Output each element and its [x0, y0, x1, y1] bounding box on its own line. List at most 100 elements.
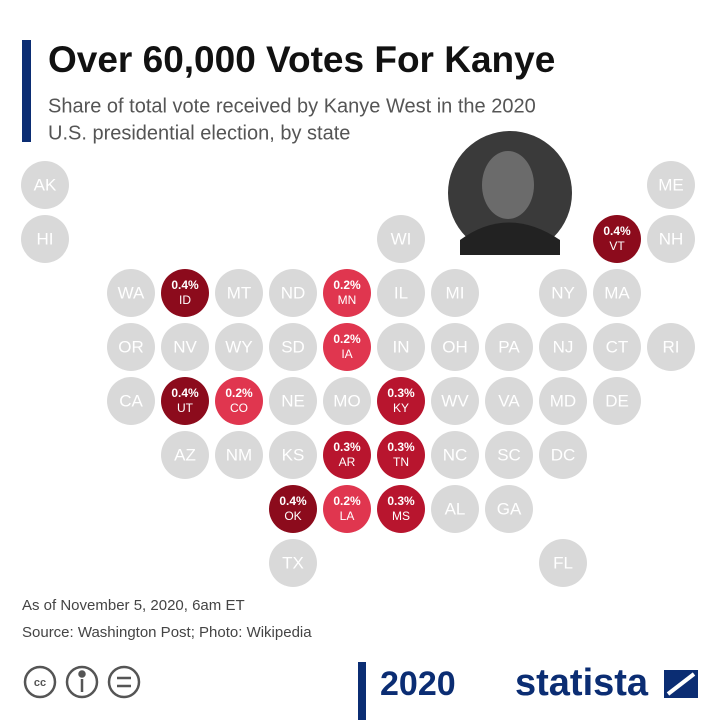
state-tile — [485, 485, 533, 533]
state-tile-value — [323, 269, 371, 317]
state-label: SD — [281, 337, 305, 356]
badge-bar — [358, 662, 366, 720]
state-label: CO — [230, 401, 248, 415]
state-tile — [647, 215, 695, 263]
state-label: DC — [551, 445, 576, 464]
state-tile-value — [377, 431, 425, 479]
state-label: KS — [282, 445, 305, 464]
state-tile — [431, 431, 479, 479]
title: Over 60,000 Votes For Kanye — [48, 39, 555, 80]
state-tile — [269, 269, 317, 317]
state-tile — [377, 215, 425, 263]
state-label: MN — [338, 293, 357, 307]
state-tile — [593, 323, 641, 371]
state-label: MT — [227, 283, 252, 302]
state-tile — [215, 431, 263, 479]
state-tile-value — [323, 431, 371, 479]
state-tile-value — [323, 485, 371, 533]
note: As of November 5, 2020, 6am ET — [22, 597, 245, 614]
state-tile — [107, 269, 155, 317]
state-tile — [269, 539, 317, 587]
state-tile — [215, 269, 263, 317]
state-tile — [377, 323, 425, 371]
state-label: NH — [659, 229, 684, 248]
state-label: DE — [605, 391, 629, 410]
value-label: 0.3% — [333, 440, 361, 454]
state-tile — [161, 323, 209, 371]
value-label: 0.4% — [603, 224, 631, 238]
state-tile-value — [593, 215, 641, 263]
state-tile — [107, 377, 155, 425]
state-label: MA — [604, 283, 630, 302]
state-tile — [377, 269, 425, 317]
state-tile — [593, 269, 641, 317]
state-label: VA — [498, 391, 520, 410]
state-tile — [431, 269, 479, 317]
state-label: NJ — [553, 337, 574, 356]
state-tile — [21, 161, 69, 209]
state-tile — [107, 323, 155, 371]
state-label: WI — [391, 229, 412, 248]
state-label: CA — [119, 391, 143, 410]
state-label: PA — [498, 337, 520, 356]
state-tile — [431, 377, 479, 425]
state-label: ID — [179, 293, 191, 307]
state-label: IA — [341, 347, 352, 361]
state-label: KY — [393, 401, 409, 415]
state-tile — [485, 323, 533, 371]
brand-icon — [660, 666, 702, 702]
state-tile-value — [377, 485, 425, 533]
state-tile — [539, 269, 587, 317]
state-tile-value — [215, 377, 263, 425]
state-label: RI — [663, 337, 680, 356]
state-label: TX — [282, 553, 304, 572]
state-label: LA — [340, 509, 355, 523]
state-label: IL — [394, 283, 408, 302]
state-label: WV — [441, 391, 469, 410]
license-icons — [23, 665, 141, 699]
subtitle: U.S. presidential election, by state — [48, 122, 350, 144]
state-tile — [539, 323, 587, 371]
state-tile-value — [161, 377, 209, 425]
state-label: AZ — [174, 445, 196, 464]
value-label: 0.2% — [333, 278, 361, 292]
value-label: 0.4% — [171, 278, 199, 292]
state-label: UT — [177, 401, 194, 415]
state-tile — [431, 485, 479, 533]
state-tile — [269, 431, 317, 479]
value-label: 0.2% — [333, 494, 361, 508]
state-label: MS — [392, 509, 410, 523]
state-label: AK — [34, 175, 57, 194]
subtitle: Share of total vote received by Kanye We… — [48, 95, 536, 117]
state-tile-value — [269, 485, 317, 533]
state-tile — [647, 161, 695, 209]
state-label: WY — [225, 337, 252, 356]
state-label: AR — [339, 455, 356, 469]
brand: statista — [515, 662, 649, 704]
state-tile — [647, 323, 695, 371]
state-tile — [539, 431, 587, 479]
source: Source: Washington Post; Photo: Wikipedi… — [22, 624, 312, 641]
state-label: WA — [118, 283, 145, 302]
state-tile — [215, 323, 263, 371]
state-tile — [593, 377, 641, 425]
state-label: GA — [497, 499, 522, 518]
state-label: TN — [393, 455, 409, 469]
title-accent — [22, 40, 31, 142]
state-label: FL — [553, 553, 573, 572]
year-badge: 2020 — [380, 665, 456, 703]
photo — [448, 131, 572, 255]
state-tile-value — [377, 377, 425, 425]
state-label: ND — [281, 283, 306, 302]
state-tile — [269, 377, 317, 425]
state-label: AL — [445, 499, 466, 518]
state-label: OR — [118, 337, 144, 356]
state-label: OK — [284, 509, 301, 523]
state-label: ME — [658, 175, 684, 194]
state-label: HI — [37, 229, 54, 248]
state-label: MD — [550, 391, 576, 410]
state-tile — [323, 377, 371, 425]
state-label: NE — [281, 391, 305, 410]
